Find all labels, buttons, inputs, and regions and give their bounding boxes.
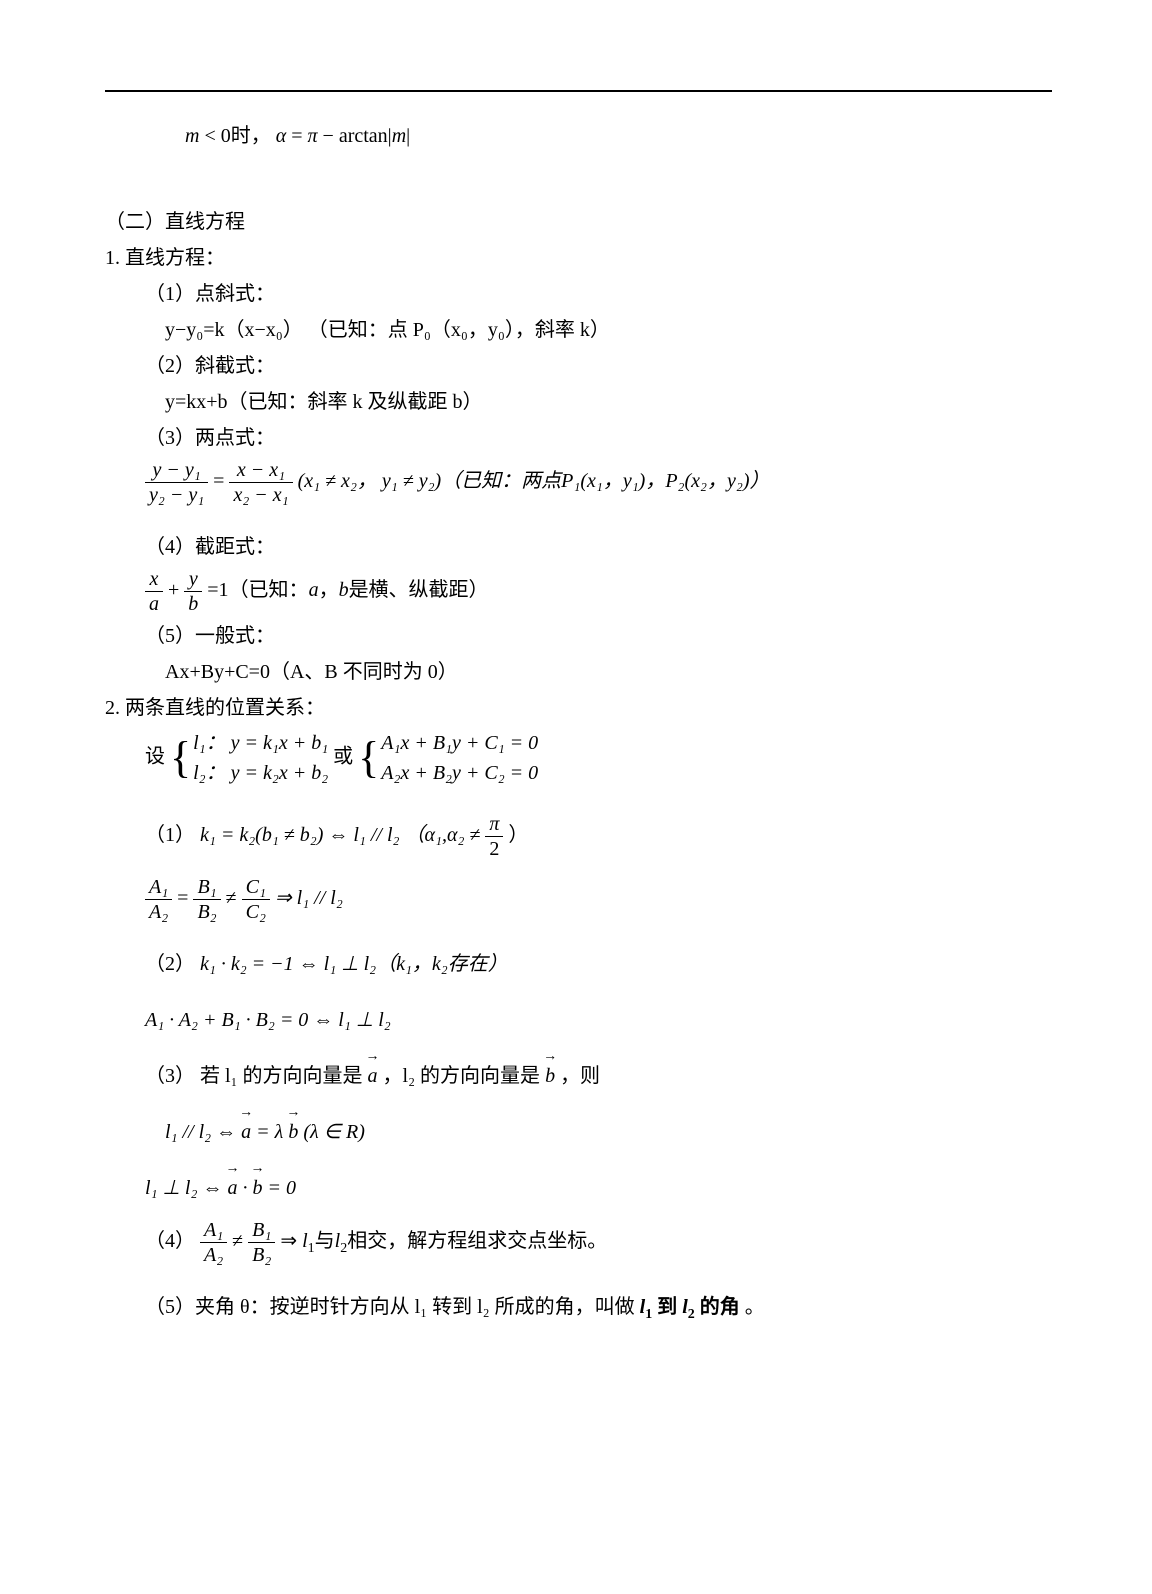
eq-sign: = [213,470,224,492]
frac-den: a [145,592,163,616]
rel3-mid: ，l₂ 的方向向量是 [383,1065,541,1087]
vector-a: a [241,1116,251,1148]
rel3b: l₁ ⊥ l₂ ⇔ a · b = 0 [105,1172,1052,1204]
frac-num: x [145,567,163,592]
or-text: 或 [333,746,353,768]
sub4-formula: x a + y b =1（已知：a，b是横、纵截距） [105,567,1052,616]
rel2: （2） k₁ · k₂ = −1 ⇔ l₁ ⊥ l₂（k₁，k₂存在） [105,948,1052,980]
item2-setup: 设 { l₁： y = k₁x + b₁ l₂： y = k₂x + b₂ 或 … [105,728,1052,788]
rel4: （4） A₁ A₂ ≠ B₁ B₂ ⇒ l1与l2相交，解方程组求交点坐标。 [105,1218,1052,1267]
l2-def: l₂： y = k₂x + b₂ [193,758,328,788]
sub3-tail: (x₁ ≠ x₂， y₁ ≠ y₂)（已知：两点P₁(x₁，y₁)，P₂(x₂，… [298,470,770,492]
frac-num: B₁ [193,875,220,900]
frac-den: C₂ [242,900,270,924]
rel3a: l₁ // l₂ ⇔ a = λ b (λ ∈ R) [105,1116,1052,1148]
rel1-label: （1） [145,824,195,846]
sub1-formula: y−y₀=k（x−x₀） （已知：点 P₀（x₀，y₀），斜率 k） [105,314,1052,346]
vector-a: a [368,1060,378,1092]
sub4-tail: =1（已知：a，b是横、纵截距） [207,579,488,601]
vector-b: b [545,1060,555,1092]
frac-num: A₁ [145,875,172,900]
sub3-formula: y − y₁ y₂ − y₁ = x − x₁ x₂ − x₁ (x₁ ≠ x₂… [105,458,1052,507]
rel1: （1） k₁ = k₂(b₁ ≠ b₂) ⇔ l₁ // l₂ （α₁,α₂ ≠… [105,812,1052,861]
sub2-formula: y=kx+b（已知：斜率 k 及纵截距 b） [105,386,1052,418]
rel3a-pre: l₁ // l₂ ⇔ [165,1121,241,1143]
rel1-body-pre: k₁ = k₂(b₁ ≠ b₂) ⇔ l₁ // l₂ （α₁,α₂ ≠ [200,824,480,846]
eq-sign: = [177,887,188,909]
rel3a-mid: = λ [256,1121,283,1143]
setup-lead: 设 [145,746,165,768]
rel5-label: （5）夹角 θ：按逆时针方向从 l₁ 转到 l₂ 所成的角，叫做 [145,1296,640,1318]
rel3a-post: (λ ∈ R) [303,1121,365,1143]
page-content: m < 0时， α = π − arctan|m| （二）直线方程 1. 直线方… [0,0,1152,1370]
rel3b-post: = 0 [267,1177,296,1199]
vector-a: a [227,1172,237,1204]
frac-den: B₂ [248,1243,275,1267]
rel3-pre: 若 l₁ 的方向向量是 [200,1065,363,1087]
neq-sign: ≠ [232,1230,243,1252]
frac-num: π [485,812,503,837]
rel4-label: （4） [145,1230,195,1252]
rel2-label: （2） [145,953,195,975]
rel1b: A₁ A₂ = B₁ B₂ ≠ C₁ C₂ ⇒ l₁ // l₂ [105,875,1052,924]
rel3: （3） 若 l₁ 的方向向量是 a ，l₂ 的方向向量是 b ，则 [105,1060,1052,1092]
horizontal-rule [105,90,1052,92]
frac-den: B₂ [193,900,220,924]
sub1-label: （1）点斜式： [105,278,1052,310]
frac-num: x − x₁ [229,458,292,483]
section-title: （二）直线方程 [105,206,1052,238]
rel1b-tail: ⇒ l₁ // l₂ [275,887,343,909]
l1-def: l₁： y = k₁x + b₁ [193,728,328,758]
sub4-label: （4）截距式： [105,531,1052,563]
rel3b-pre: l₁ ⊥ l₂ ⇔ [145,1177,227,1199]
frac-den: 2 [485,837,503,861]
rel3-post: ，则 [560,1065,600,1087]
sub3-label: （3）两点式： [105,422,1052,454]
item2-heading: 2. 两条直线的位置关系： [105,692,1052,724]
rel2-body: k₁ · k₂ = −1 ⇔ l₁ ⊥ l₂（k₁，k₂存在） [200,953,508,975]
rel2b: A₁ · A₂ + B₁ · B₂ = 0 ⇔ l₁ ⊥ l₂ [105,1004,1052,1036]
vector-b: b [252,1172,262,1204]
frac-den: y₂ − y₁ [145,483,208,507]
frac-den: x₂ − x₁ [229,483,292,507]
rel3-label: （3） [145,1065,195,1087]
frac-den: b [184,592,202,616]
item1-heading: 1. 直线方程： [105,242,1052,274]
neq-sign: ≠ [226,887,237,909]
rel5-bold: l1 到 l2 的角 [640,1296,745,1318]
plus-sign: + [168,579,179,601]
frac-den: A₂ [200,1243,227,1267]
rel5: （5）夹角 θ：按逆时针方向从 l₁ 转到 l₂ 所成的角，叫做 l1 到 l2… [105,1291,1052,1326]
frac-num: y − y₁ [145,458,208,483]
left-brace-icon: { [358,736,379,780]
vector-b: b [288,1116,298,1148]
g1-def: A₁x + B₁y + C₁ = 0 [381,728,538,758]
left-brace-icon: { [170,736,191,780]
frac-num: y [184,567,202,592]
frac-num: A₁ [200,1218,227,1243]
rel5-end: 。 [745,1296,765,1318]
sub5-formula: Ax+By+C=0（A、B 不同时为 0） [105,656,1052,688]
rel4-tail: ⇒ l1与l2相交，解方程组求交点坐标。 [280,1230,607,1252]
frac-num: B₁ [248,1218,275,1243]
sub5-label: （5）一般式： [105,620,1052,652]
rel1-body-post: ） [508,824,528,846]
g2-def: A₂x + B₂y + C₂ = 0 [381,758,538,788]
frac-den: A₂ [145,900,172,924]
sub2-label: （2）斜截式： [105,350,1052,382]
top-formula: m < 0时， α = π − arctan|m| [105,120,1052,152]
frac-num: C₁ [242,875,270,900]
